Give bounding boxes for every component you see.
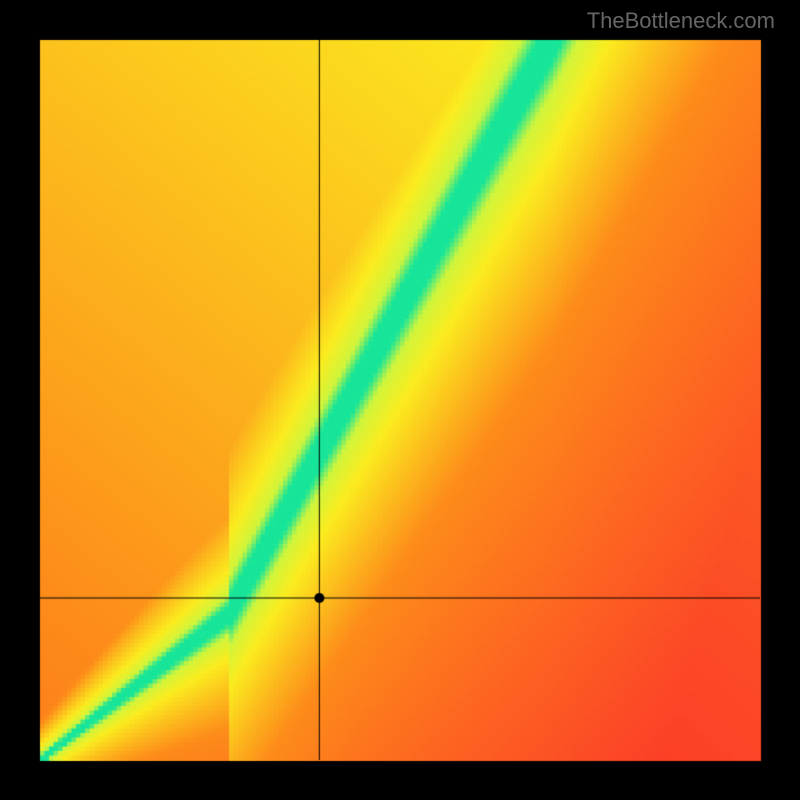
bottleneck-heatmap — [0, 0, 800, 800]
watermark-text: TheBottleneck.com — [587, 8, 775, 34]
